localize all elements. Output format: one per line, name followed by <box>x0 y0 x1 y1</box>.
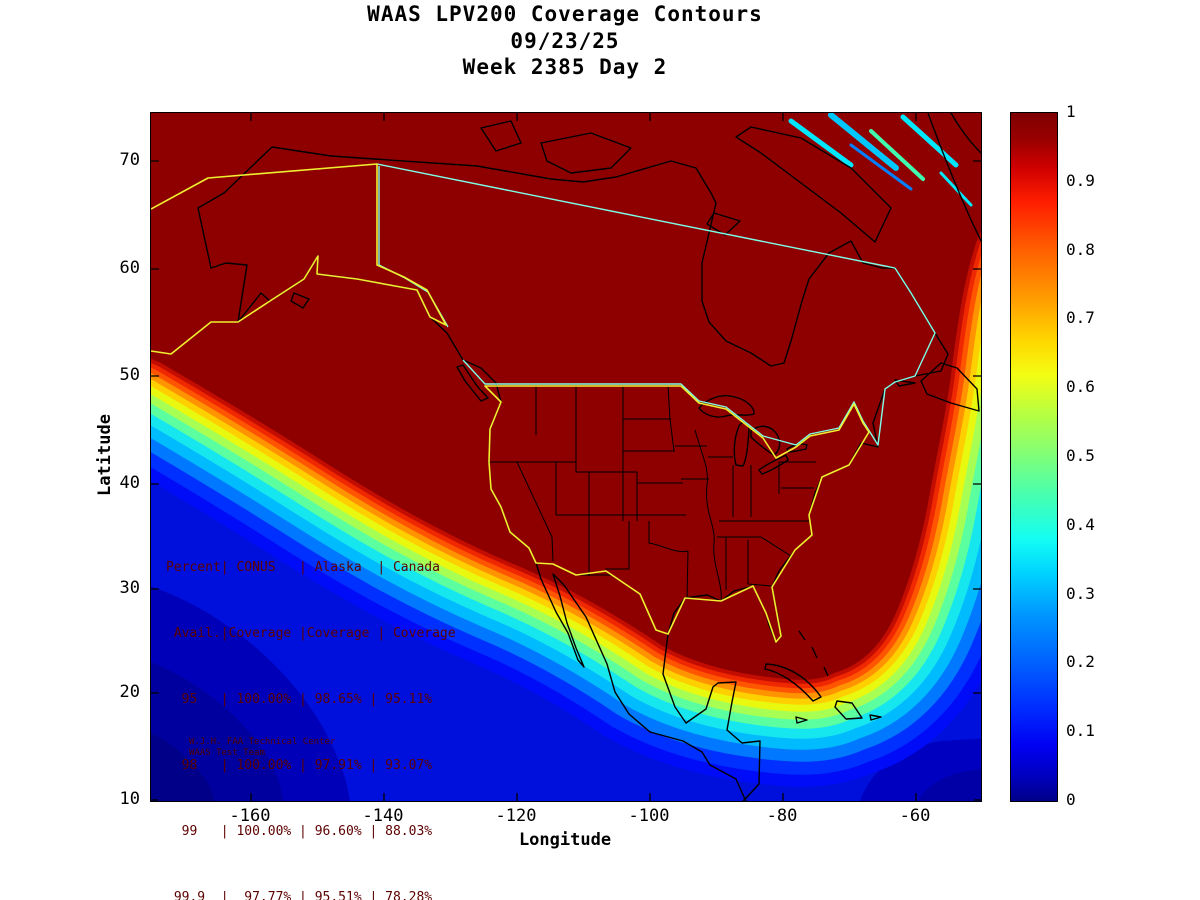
x-tick-label: -60 <box>899 806 931 826</box>
y-tick-label: 30 <box>119 578 140 598</box>
x-tick-label: -80 <box>766 806 798 826</box>
colorbar-tick-label: 0.1 <box>1066 721 1095 740</box>
coverage-map <box>151 113 981 801</box>
colorbar-tick-label: 1 <box>1066 102 1076 121</box>
table-line: Avail.|Coverage |Coverage | Coverage <box>166 626 456 641</box>
conus-alaska-boundary-outline <box>151 163 870 643</box>
y-tick-label: 60 <box>119 258 140 278</box>
y-tick-label: 40 <box>119 473 140 493</box>
x-tick-label: -140 <box>362 806 404 826</box>
colorbar-tick-label: 0.7 <box>1066 308 1095 327</box>
credit-line-1: W.J.H. FAA Technical Center <box>189 737 336 747</box>
y-tick-label: 20 <box>119 682 140 702</box>
greenland-low-coverage-streaks <box>788 113 973 207</box>
colorbar-tick-label: 0.9 <box>1066 171 1095 190</box>
axis-tick-marks <box>151 113 981 801</box>
y-tick-label: 10 <box>119 789 140 809</box>
colorbar-tick-label: 0.6 <box>1066 377 1095 396</box>
colorbar <box>1010 112 1058 802</box>
coverage-table-overlay: Percent| CONUS | Alaska | Canada Avail.|… <box>166 513 456 900</box>
y-tick-label: 70 <box>119 150 140 170</box>
x-tick-label: -100 <box>628 806 670 826</box>
credit-line-2: WAAS Test Team <box>189 748 265 758</box>
colorbar-tick-label: 0.8 <box>1066 240 1095 259</box>
plot-area: Percent| CONUS | Alaska | Canada Avail.|… <box>150 112 982 900</box>
table-line: 98 | 100.00% | 97.91% | 93.07% <box>166 758 433 773</box>
x-tick-label: -120 <box>495 806 537 826</box>
x-tick-label: -160 <box>229 806 271 826</box>
chart-title: WAAS LPV200 Coverage Contours <box>367 2 763 26</box>
colorbar-tick-label: 0 <box>1066 790 1076 809</box>
table-line: 95 | 100.00% | 98.65% | 95.11% <box>166 692 433 707</box>
table-line: Percent| CONUS | Alaska | Canada <box>166 560 440 575</box>
table-line: 99.9 | 97.77% | 95.51% | 78.28% <box>166 890 433 900</box>
colorbar-tick-label: 0.2 <box>1066 652 1095 671</box>
credit-text: W.J.H. FAA Technical Center WAAS Test Te… <box>189 737 335 759</box>
colorbar-tick-label: 0.5 <box>1066 446 1095 465</box>
table-line: 99 | 100.00% | 96.60% | 88.03% <box>166 824 433 839</box>
y-tick-label: 50 <box>119 365 140 385</box>
colorbar-tick-label: 0.3 <box>1066 584 1095 603</box>
x-axis-label: Longitude <box>518 830 612 850</box>
chart-week-day: Week 2385 Day 2 <box>462 55 668 79</box>
chart-date: 09/23/25 <box>510 29 620 53</box>
colorbar-tick-label: 0.4 <box>1066 515 1095 534</box>
